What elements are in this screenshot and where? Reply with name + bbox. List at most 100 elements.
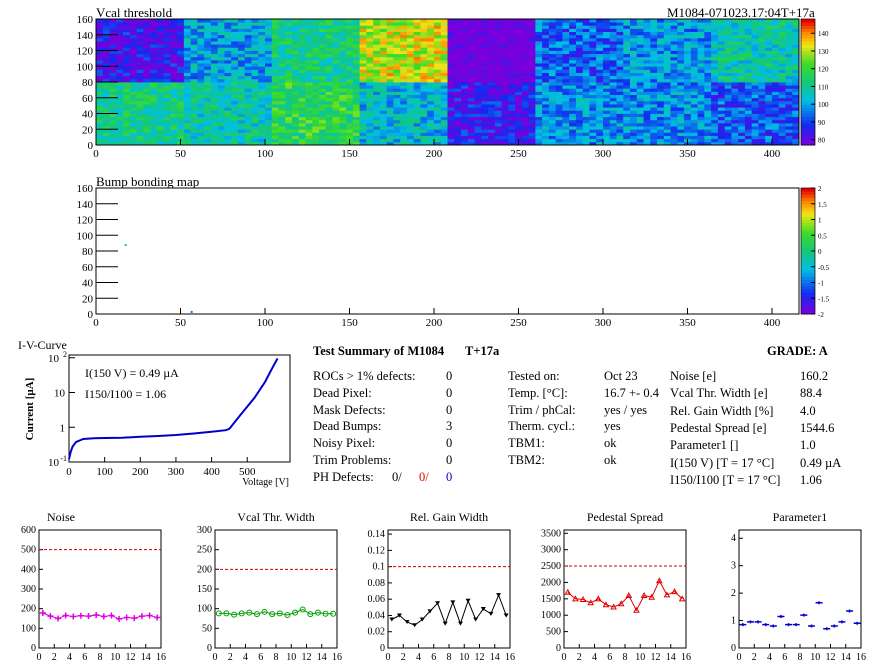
heatmap-cell bbox=[163, 138, 171, 143]
heatmap-cell bbox=[690, 126, 699, 130]
heatmap-cell bbox=[508, 116, 516, 121]
heatmap-cell bbox=[150, 138, 158, 143]
heatmap-cell bbox=[670, 56, 678, 61]
heatmap-cell bbox=[393, 122, 401, 127]
heatmap-cell bbox=[96, 41, 104, 45]
heatmap-cell bbox=[467, 31, 475, 36]
heatmap-cell bbox=[744, 63, 753, 67]
heatmap-cell bbox=[177, 104, 185, 108]
heatmap-cell bbox=[292, 34, 300, 39]
heatmap-cell bbox=[542, 59, 550, 64]
heatmap-cell bbox=[156, 56, 164, 61]
heatmap-cell bbox=[792, 25, 800, 29]
heatmap-cell bbox=[339, 75, 347, 80]
heatmap-cell bbox=[663, 25, 671, 29]
heatmap-cell bbox=[352, 82, 361, 86]
heatmap-cell bbox=[630, 85, 638, 89]
heatmap-cell bbox=[508, 19, 516, 23]
heatmap-cell bbox=[650, 28, 658, 32]
heatmap-cell bbox=[521, 44, 530, 48]
heatmap-cell bbox=[379, 129, 388, 133]
heatmap-cell bbox=[589, 50, 597, 55]
heatmap-cell bbox=[684, 91, 692, 95]
iv-y-tick-label: 10 bbox=[48, 457, 60, 469]
heatmap-cell bbox=[264, 100, 273, 105]
colorbar-band bbox=[801, 126, 815, 130]
heatmap-cell bbox=[717, 66, 726, 70]
result-row-label: Rel. Gain Width [%] bbox=[670, 403, 774, 418]
heatmap-cell bbox=[251, 31, 259, 36]
heatmap-cell bbox=[704, 126, 712, 130]
heatmap-cell bbox=[684, 37, 692, 42]
heatmap-cell bbox=[542, 28, 550, 32]
heatmap-cell bbox=[535, 75, 543, 80]
condition-row-label: Trim / phCal: bbox=[508, 402, 576, 417]
heatmap-cell bbox=[197, 116, 205, 121]
heatmap-cell bbox=[339, 59, 347, 64]
heatmap-cell bbox=[217, 37, 225, 42]
heatmap-cell bbox=[285, 119, 293, 124]
heatmap-cell bbox=[406, 122, 415, 127]
heatmap-cell bbox=[393, 110, 401, 114]
heatmap-cell bbox=[163, 78, 171, 83]
heatmap-cell bbox=[711, 63, 719, 67]
heatmap-cell bbox=[771, 66, 780, 70]
y-tick-label: 0 bbox=[88, 140, 94, 152]
data-point bbox=[617, 600, 625, 607]
heatmap-cell bbox=[305, 59, 313, 64]
heatmap-cell bbox=[150, 126, 158, 130]
heatmap-cell bbox=[677, 126, 685, 130]
heatmap-cell bbox=[197, 44, 205, 48]
heatmap-cell bbox=[170, 97, 178, 102]
heatmap-cell bbox=[352, 41, 361, 45]
heatmap-cell bbox=[731, 91, 739, 95]
heatmap-cell bbox=[312, 97, 320, 102]
data-point bbox=[314, 609, 321, 616]
heatmap-cell bbox=[305, 22, 313, 26]
heatmap-cell bbox=[339, 116, 347, 121]
heatmap-cell bbox=[278, 88, 286, 92]
heatmap-cell bbox=[427, 56, 435, 61]
data-point bbox=[330, 610, 337, 617]
heatmap-cell bbox=[278, 25, 286, 29]
heatmap-cell bbox=[602, 69, 611, 73]
heatmap-cell bbox=[210, 110, 219, 114]
heatmap-cell bbox=[339, 107, 347, 111]
heatmap-cell bbox=[731, 97, 739, 102]
heatmap-cell bbox=[609, 37, 617, 42]
heatmap-cell bbox=[474, 34, 482, 39]
y-tick-label: 160 bbox=[77, 183, 94, 195]
y-tick-label: 40 bbox=[82, 109, 94, 121]
heatmap-cell bbox=[433, 44, 442, 48]
heatmap-cell bbox=[346, 44, 354, 48]
heatmap-cell bbox=[264, 59, 273, 64]
heatmap-cell bbox=[352, 22, 361, 26]
heatmap-cell bbox=[150, 25, 158, 29]
heatmap-cell bbox=[785, 107, 793, 111]
heatmap-cell bbox=[339, 110, 347, 114]
heatmap-cell bbox=[785, 126, 793, 130]
heatmap-cell bbox=[386, 19, 394, 23]
heatmap-cell bbox=[210, 138, 219, 143]
heatmap-cell bbox=[136, 66, 144, 70]
heatmap-cell bbox=[670, 59, 678, 64]
result-row-value: 88.4 bbox=[800, 386, 822, 401]
x-tick-label: 300 bbox=[595, 148, 612, 160]
heatmap-cell bbox=[751, 31, 759, 36]
x-tick-label: 200 bbox=[426, 148, 443, 160]
defect-row-value: 0 bbox=[446, 402, 453, 417]
heatmap-cell bbox=[386, 107, 394, 111]
heatmap-cell bbox=[765, 113, 773, 118]
colorbar-label: 120 bbox=[818, 66, 829, 74]
heatmap-cell bbox=[123, 37, 131, 42]
heatmap-cell bbox=[582, 66, 590, 70]
heatmap-cell bbox=[440, 91, 448, 95]
heatmap-cell bbox=[596, 78, 604, 83]
heatmap-cell bbox=[237, 97, 246, 102]
heatmap-cell bbox=[386, 63, 394, 67]
heatmap-cell bbox=[123, 22, 131, 26]
heatmap-cell bbox=[244, 69, 252, 73]
heatmap-cell bbox=[515, 100, 523, 105]
data-point bbox=[116, 615, 123, 622]
heatmap-cell bbox=[373, 34, 381, 39]
